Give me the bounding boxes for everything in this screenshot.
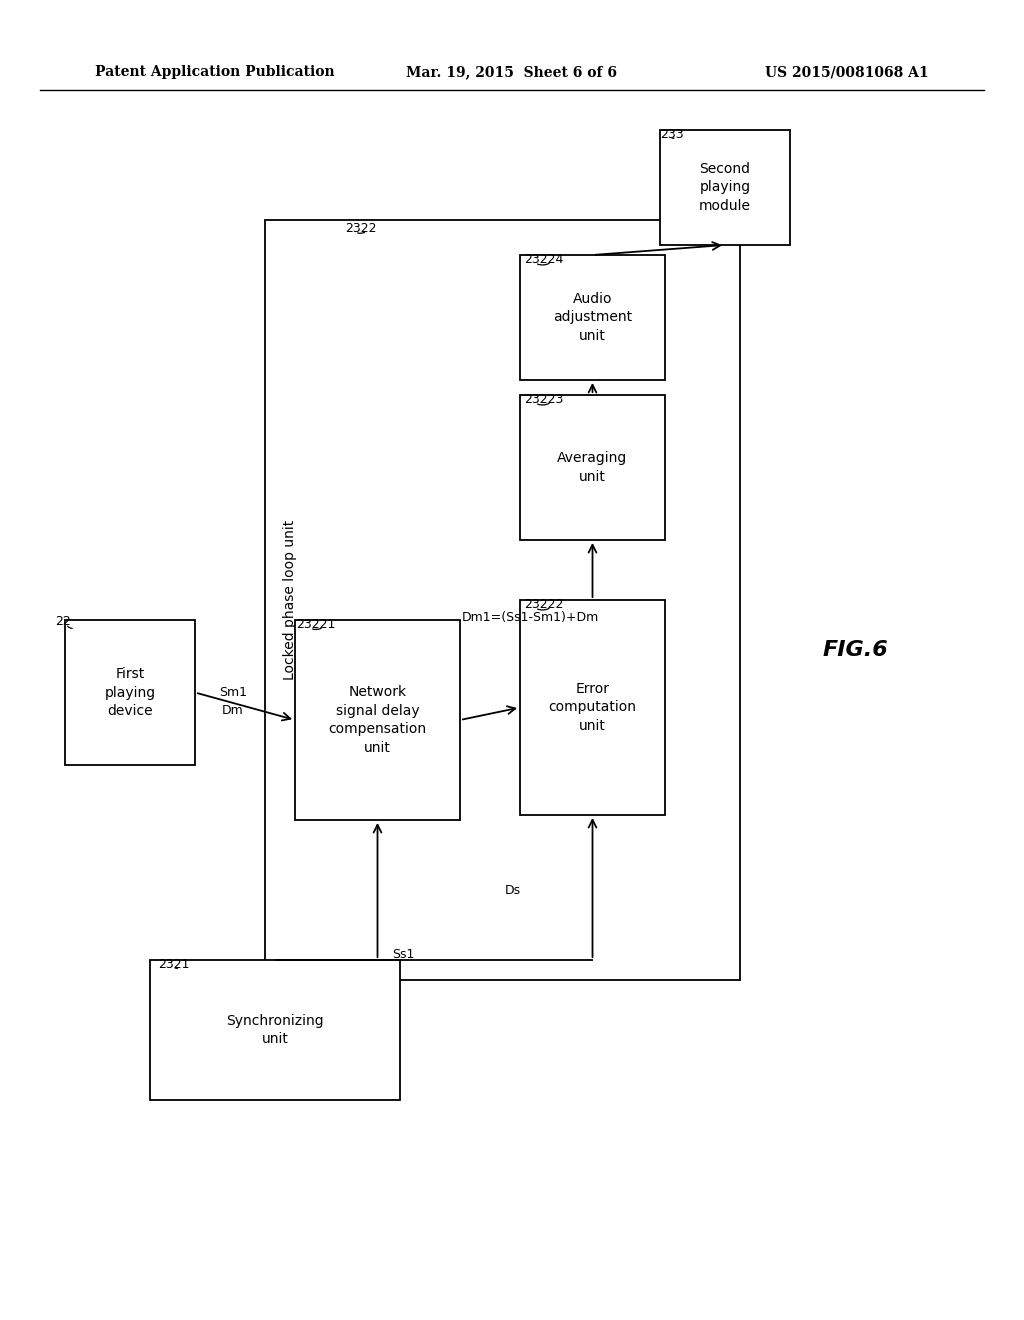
Bar — [520, 395, 665, 540]
Text: US 2015/0081068 A1: US 2015/0081068 A1 — [765, 65, 929, 79]
Text: Averaging
unit: Averaging unit — [557, 451, 628, 483]
Text: 23224: 23224 — [524, 253, 563, 267]
Text: Synchronizing
unit: Synchronizing unit — [226, 1014, 324, 1047]
Text: FIG.6: FIG.6 — [822, 640, 888, 660]
Text: 23223: 23223 — [524, 393, 563, 407]
Bar — [520, 255, 665, 380]
Text: Network
signal delay
compensation
unit: Network signal delay compensation unit — [329, 685, 427, 755]
Bar — [150, 960, 400, 1100]
Text: Ss1: Ss1 — [392, 949, 415, 961]
Text: 2321: 2321 — [158, 958, 189, 972]
Text: 2322: 2322 — [345, 222, 377, 235]
Text: Locked phase loop unit: Locked phase loop unit — [283, 520, 297, 680]
Bar — [265, 220, 740, 979]
Text: Dm: Dm — [222, 704, 244, 717]
Text: Mar. 19, 2015  Sheet 6 of 6: Mar. 19, 2015 Sheet 6 of 6 — [407, 65, 617, 79]
Text: First
playing
device: First playing device — [104, 667, 156, 718]
Text: 22: 22 — [55, 615, 71, 628]
Bar — [295, 620, 460, 820]
Text: Error
computation
unit: Error computation unit — [549, 682, 637, 733]
Text: Audio
adjustment
unit: Audio adjustment unit — [553, 292, 632, 343]
Text: 23221: 23221 — [296, 618, 336, 631]
Text: Sm1: Sm1 — [219, 686, 247, 700]
Text: Dm1=(Ss1-Sm1)+Dm: Dm1=(Ss1-Sm1)+Dm — [462, 611, 599, 624]
Bar — [660, 129, 790, 246]
Text: 23222: 23222 — [524, 598, 563, 611]
Text: 233: 233 — [660, 128, 684, 141]
Text: Ds: Ds — [505, 883, 521, 896]
Bar — [520, 601, 665, 814]
Text: Second
playing
module: Second playing module — [699, 162, 751, 213]
Text: Patent Application Publication: Patent Application Publication — [95, 65, 335, 79]
Bar — [65, 620, 195, 766]
